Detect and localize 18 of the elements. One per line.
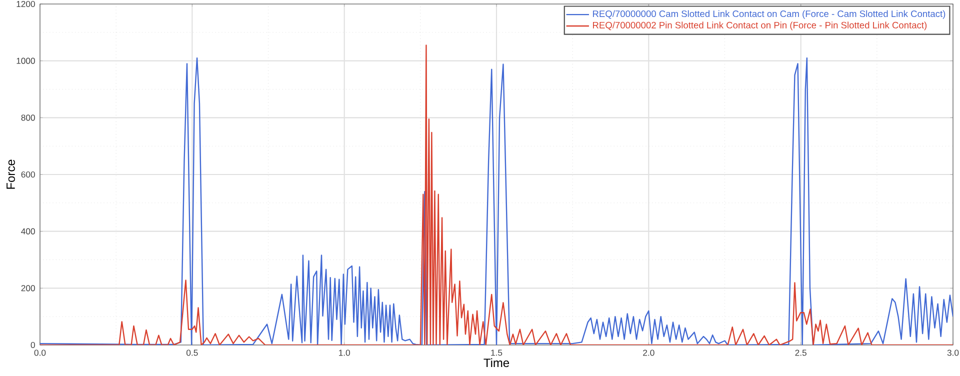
x-tick-label: 3.0	[947, 350, 959, 356]
x-tick-label: 0.0	[34, 350, 46, 356]
x-tick-label: 0.5	[186, 350, 198, 356]
y-axis-title: Force	[6, 160, 15, 189]
y-tick-label: 0	[30, 342, 35, 348]
y-tick-label: 1200	[16, 0, 35, 8]
x-tick-label: 1.0	[339, 350, 350, 356]
x-tick-label: 1.5	[491, 350, 502, 356]
y-tick-label: 400	[21, 228, 35, 234]
legend-label: REQ/70000000 Cam Slotted Link Contact on Cam (Force - Cam Slotted Link Contact)	[593, 10, 946, 19]
x-tick-label: 2.5	[795, 350, 806, 356]
y-tick-label: 200	[21, 285, 35, 292]
y-tick-label: 1000	[16, 58, 35, 64]
y-tick-label: 600	[21, 171, 35, 178]
legend-label: REQ/70000002 Pin Slotted Link Contact on Pin (Force - Pin Slotted Link Contact)	[593, 22, 927, 30]
x-tick-label: 2.0	[643, 350, 654, 356]
x-axis-title: Time	[484, 358, 510, 368]
y-tick-label: 800	[21, 114, 35, 121]
